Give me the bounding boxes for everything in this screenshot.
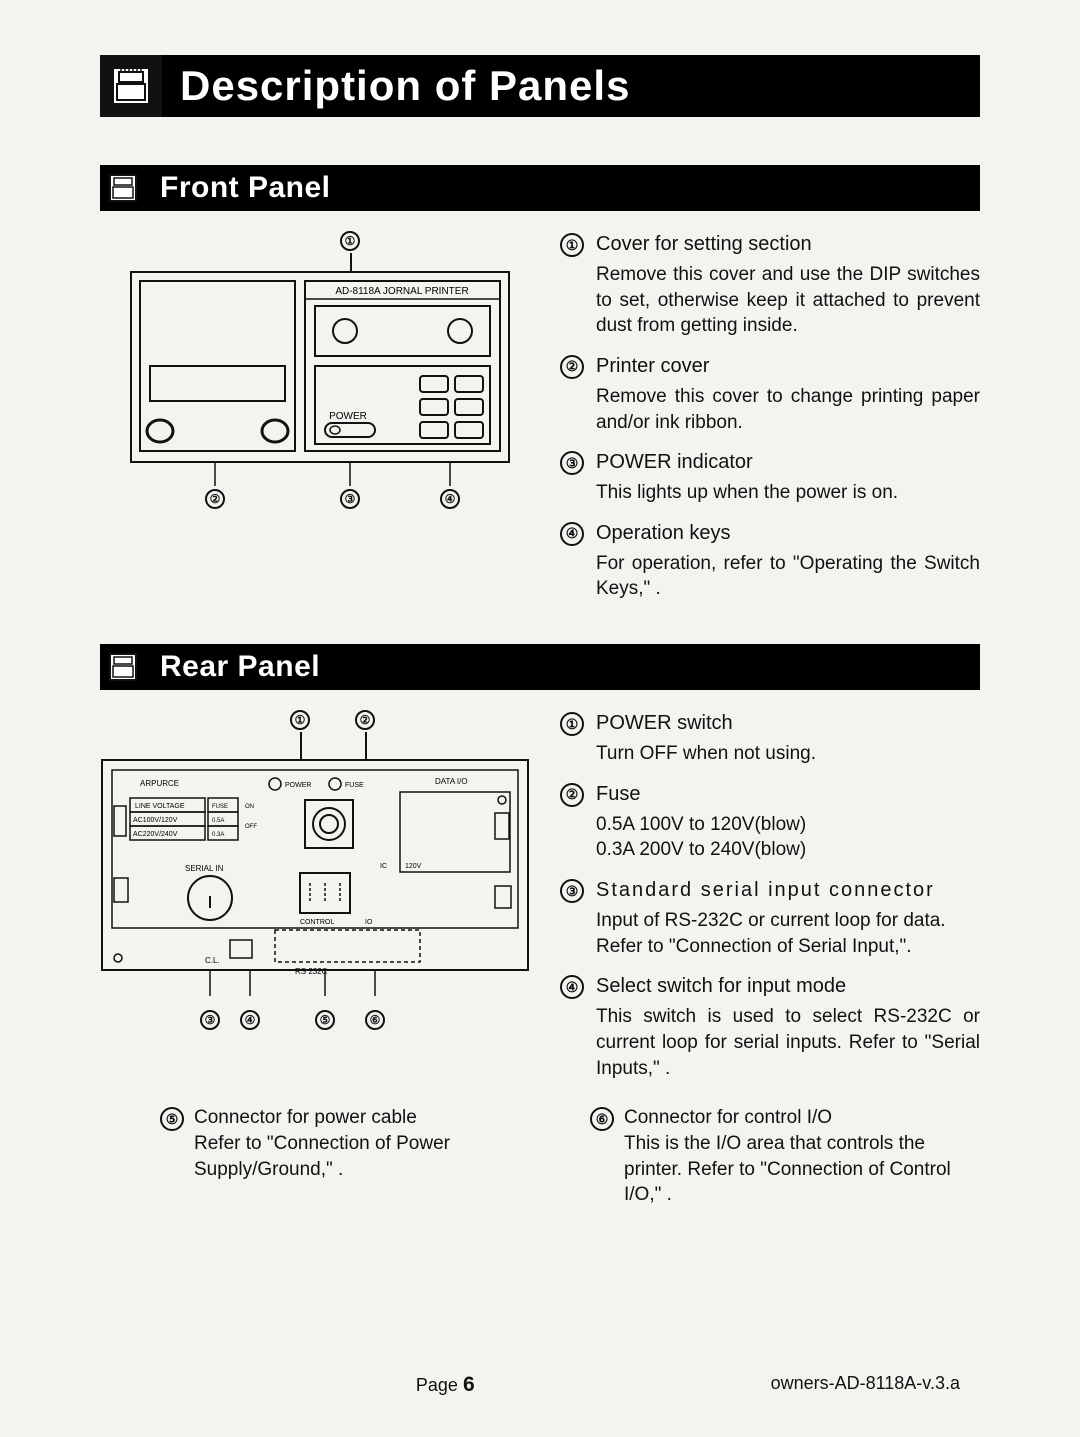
rear-callout-2: ② [355,710,375,730]
front-item-4: ④ Operation keys For operation, refer to… [560,520,980,602]
item-desc: This lights up when the power is on. [596,480,980,506]
item-title: Operation keys [596,520,980,547]
doc-id: owners-AD-8118A-v.3.a [771,1373,960,1397]
section-front-title: Front Panel [146,165,980,211]
num: ② [560,783,584,807]
svg-text:AC220V/240V: AC220V/240V [133,831,178,838]
rear-diagram: ① ② ARPURCE POWER FUSE DATA I/O [100,710,530,1070]
rear-item-6: ⑥ Connector for control I/O This is the … [590,1105,980,1208]
power-label: POWER [329,411,367,422]
front-diagram: ① AD-8118A JORNAL PRINTER [100,231,530,521]
svg-text:0.3A: 0.3A [212,832,224,838]
svg-text:POWER: POWER [285,782,311,789]
printer-icon [100,55,162,117]
rear-columns: ① ② ARPURCE POWER FUSE DATA I/O [100,710,980,1095]
num: ① [560,712,584,736]
rear-diagram-col: ① ② ARPURCE POWER FUSE DATA I/O [100,710,530,1095]
svg-text:IC: IC [380,863,387,870]
svg-text:OFF: OFF [245,824,257,830]
item-title: Fuse [596,781,980,808]
rear-callout-4: ④ [240,1010,260,1030]
num-2: ② [560,355,584,379]
svg-text:FUSE: FUSE [345,782,364,789]
item-title: Connector for power cable [194,1107,417,1128]
section-icon [100,644,146,690]
svg-text:AC100V/120V: AC100V/120V [133,817,178,824]
rear-item-4: ④ Select switch for input mode This swit… [560,973,980,1081]
num-3: ③ [560,451,584,475]
num-1: ① [560,233,584,257]
svg-text:ON: ON [245,804,254,810]
front-diagram-col: ① AD-8118A JORNAL PRINTER [100,231,530,616]
callout-1: ① [340,231,360,251]
num: ④ [560,975,584,999]
svg-text:0.5A: 0.5A [212,818,224,824]
item-desc: Input of RS-232C or current loop for dat… [596,908,980,959]
item-title: Standard serial input connector [596,877,980,904]
item-title: POWER indicator [596,449,980,476]
rear-callout-3: ③ [200,1010,220,1030]
rear-item-1: ① POWER switch Turn OFF when not using. [560,710,980,767]
front-item-2: ② Printer cover Remove this cover to cha… [560,353,980,435]
item-desc: This is the I/O area that controls the p… [624,1133,951,1205]
section-front-header: Front Panel [100,165,980,211]
front-columns: ① AD-8118A JORNAL PRINTER [100,231,980,616]
svg-text:FUSE: FUSE [212,804,228,810]
rear-callout-1: ① [290,710,310,730]
svg-text:120V: 120V [405,863,422,870]
item-title: Select switch for input mode [596,973,980,1000]
svg-text:RS 232C: RS 232C [295,967,328,976]
rear-bottom-items: ⑤ Connector for power cable Refer to "Co… [100,1105,980,1208]
callout-3: ③ [340,489,360,509]
num: ③ [560,879,584,903]
item-desc: Refer to "Connection of Power Supply/Gro… [194,1133,450,1180]
main-title-row: Description of Panels [100,55,980,117]
front-items: ① Cover for setting section Remove this … [560,231,980,616]
svg-text:ARPURCE: ARPURCE [140,779,179,788]
page-num-value: 6 [463,1373,475,1396]
rear-item-3: ③ Standard serial input connector Input … [560,877,980,959]
model-label: AD-8118A JORNAL PRINTER [335,286,468,297]
rear-callout-6: ⑥ [365,1010,385,1030]
page: Description of Panels Front Panel ① [100,0,980,1208]
section-rear-header: Rear Panel [100,644,980,690]
front-item-3: ③ POWER indicator This lights up when th… [560,449,980,506]
item-desc: Remove this cover to change printing pap… [596,384,980,435]
svg-text:LINE VOLTAGE: LINE VOLTAGE [135,803,185,810]
item-desc: This switch is used to select RS-232C or… [596,1004,980,1081]
rear-item-2: ② Fuse 0.5A 100V to 120V(blow) 0.3A 200V… [560,781,980,863]
item-title: Cover for setting section [596,231,980,258]
num: ⑥ [590,1107,614,1131]
callout-4: ④ [440,489,460,509]
item-desc: Remove this cover and use the DIP switch… [596,262,980,339]
svg-text:IO: IO [365,919,373,926]
item-desc: For operation, refer to "Operating the S… [596,551,980,602]
svg-text:SERIAL IN: SERIAL IN [185,864,224,873]
rear-items: ① POWER switch Turn OFF when not using. … [560,710,980,1095]
svg-text:DATA I/O: DATA I/O [435,777,468,786]
item-title: POWER switch [596,710,980,737]
page-footer: Page 6 owners-AD-8118A-v.3.a [0,1373,1080,1397]
section-icon [100,165,146,211]
svg-text:C.L.: C.L. [205,956,220,965]
item-title: Connector for control I/O [624,1107,832,1128]
page-label: Page [416,1375,458,1395]
page-number: Page 6 [416,1373,475,1397]
item-title: Printer cover [596,353,980,380]
front-item-1: ① Cover for setting section Remove this … [560,231,980,339]
callout-2: ② [205,489,225,509]
num-4: ④ [560,522,584,546]
rear-callout-5: ⑤ [315,1010,335,1030]
num: ⑤ [160,1107,184,1131]
svg-text:CONTROL: CONTROL [300,919,334,926]
item-desc: 0.5A 100V to 120V(blow) 0.3A 200V to 240… [596,812,980,863]
rear-item-5: ⑤ Connector for power cable Refer to "Co… [160,1105,550,1208]
section-rear-title: Rear Panel [146,644,980,690]
main-title: Description of Panels [162,55,980,117]
item-desc: Turn OFF when not using. [596,741,980,767]
